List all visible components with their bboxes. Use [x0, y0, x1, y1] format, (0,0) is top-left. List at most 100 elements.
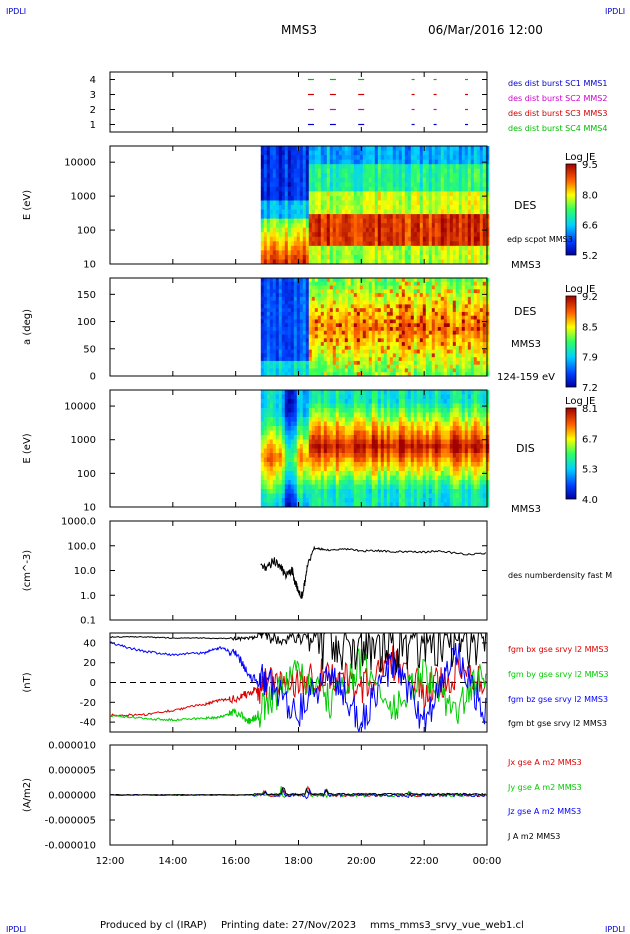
spectrogram-cell [479, 227, 484, 233]
spectrogram-cell [275, 146, 280, 152]
spectrogram-cell [362, 250, 367, 256]
spectrogram-cell [275, 364, 280, 369]
spacecraft-title: MMS3 [281, 23, 317, 37]
spectrogram-cell [437, 223, 442, 229]
spectrogram-cell [368, 296, 373, 302]
spectrogram-cell [362, 408, 367, 413]
spectrogram-cell [356, 368, 361, 373]
spectrogram-cell [305, 453, 310, 458]
spectrogram-cell [323, 245, 328, 251]
spectrogram-cell [338, 439, 343, 445]
spectrogram-cell [407, 327, 412, 332]
spectrogram-cell [332, 502, 337, 508]
spectrogram-cell [374, 364, 379, 369]
spectrogram-cell [443, 319, 448, 324]
spectrogram-cell [362, 327, 367, 332]
spectrogram-cell [344, 342, 349, 347]
spectrogram-cell [434, 173, 439, 179]
spectrogram-cell [353, 327, 358, 332]
spectrogram-cell [374, 218, 379, 224]
spectrogram-cell [464, 245, 469, 251]
spectrogram-cell [326, 245, 331, 251]
spectrogram-cell [482, 345, 487, 351]
spectrogram-cell [350, 300, 355, 305]
spectrogram-cell [467, 285, 472, 290]
spectrogram-cell [320, 453, 325, 458]
spectrogram-cell [422, 168, 427, 174]
spectrogram-cell [272, 195, 277, 201]
spectrogram-cell [437, 338, 442, 343]
spectrogram-cell [272, 311, 277, 317]
spectrogram-cell [419, 285, 424, 290]
spectrogram-cell [272, 285, 277, 290]
spectrogram-cell [278, 466, 283, 472]
spectrogram-cell [266, 241, 271, 247]
spectrogram-cell [263, 403, 268, 409]
spectrogram-cell [260, 498, 265, 503]
spectrogram-cell [485, 182, 490, 188]
spectrogram-cell [278, 489, 283, 494]
spectrogram-cell [338, 426, 343, 431]
spectrogram-cell [476, 146, 481, 152]
spectrogram-cell [473, 250, 478, 256]
spectrogram-cell [329, 173, 334, 179]
spectrogram-cell [452, 327, 457, 332]
spectrogram-cell [344, 417, 349, 422]
spectrogram-cell [425, 281, 430, 287]
spectrogram-cell [281, 334, 286, 339]
spectrogram-cell [281, 498, 286, 503]
spectrogram-cell [311, 300, 316, 305]
spectrogram-cell [317, 223, 322, 229]
spectrogram-cell [338, 323, 343, 328]
spectrogram-cell [335, 403, 340, 409]
spectrogram-cell [404, 223, 409, 229]
spectrogram-cell [359, 466, 364, 472]
spectrogram-cell [371, 250, 376, 256]
spectrogram-cell [296, 285, 301, 290]
spectrogram-cell [356, 403, 361, 409]
spectrogram-cell [290, 191, 295, 197]
spectrogram-cell [302, 150, 307, 156]
spectrogram-cell [398, 357, 403, 362]
spectrogram-cell [416, 300, 421, 305]
spectrogram-cell [479, 195, 484, 201]
spectrogram-cell [383, 155, 388, 161]
spectrogram-cell [371, 164, 376, 170]
spectrogram-cell [380, 173, 385, 179]
spectrogram-cell [392, 150, 397, 156]
spectrogram-cell [305, 285, 310, 290]
spectrogram-cell [461, 146, 466, 152]
spectrogram-cell [281, 168, 286, 174]
spectrogram-cell [356, 466, 361, 472]
spectrogram-cell [320, 489, 325, 494]
spectrogram-cell [278, 457, 283, 463]
spectrogram-cell [440, 236, 445, 242]
spectrogram-cell [314, 278, 319, 283]
spectrogram-cell [371, 285, 376, 290]
spectrogram-cell [353, 448, 358, 454]
spectrogram-cell [314, 223, 319, 229]
spectrogram-cell [272, 426, 277, 431]
spectrogram-cell [482, 330, 487, 336]
spectrogram-cell [383, 191, 388, 197]
spectrogram-cell [284, 319, 289, 324]
spectrogram-cell [335, 372, 340, 377]
spectrogram-cell [374, 342, 379, 347]
spectrogram-cell [347, 296, 352, 302]
spectrogram-cell [272, 304, 277, 309]
spectrogram-cell [413, 245, 418, 251]
spectrogram-cell [338, 300, 343, 305]
spectrogram-cell [473, 159, 478, 165]
spectrogram-cell [299, 364, 304, 369]
spectrogram-cell [395, 236, 400, 242]
spectrogram-cell [323, 182, 328, 188]
spectrogram-cell [485, 209, 490, 215]
spectrogram-cell [302, 168, 307, 174]
spectrogram-cell [395, 334, 400, 339]
spectrogram-cell [434, 293, 439, 298]
spectrogram-cell [296, 462, 301, 467]
spectrogram-cell [305, 250, 310, 256]
spectrogram-cell [326, 155, 331, 161]
spectrogram-cell [290, 319, 295, 324]
spectrogram-cell [485, 173, 490, 179]
